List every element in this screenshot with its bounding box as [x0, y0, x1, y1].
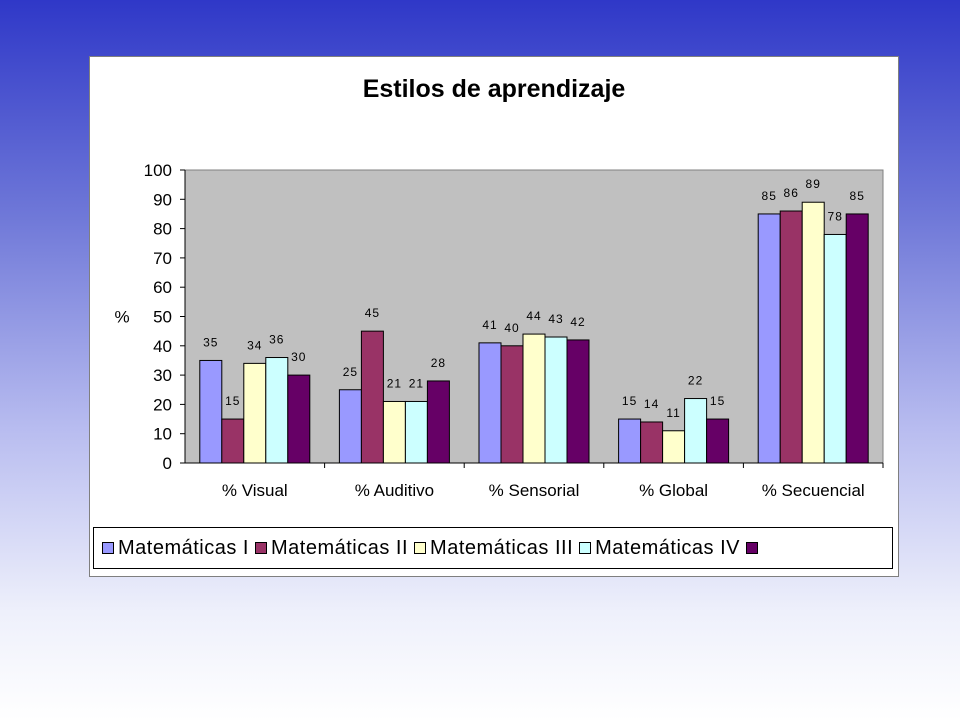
bar — [338, 389, 362, 464]
legend-item: Matemáticas IV — [579, 537, 740, 560]
bar — [522, 333, 546, 464]
legend: Matemáticas I Matemáticas II Matemáticas I… — [93, 527, 893, 569]
legend-swatch — [102, 542, 114, 554]
chart-title: Estilos de aprendizaje — [362, 75, 626, 103]
y-tick-label: 50 — [153, 308, 172, 327]
legend-item: Matemáticas II — [254, 536, 409, 560]
bar — [684, 398, 708, 464]
data-label: 40 — [504, 321, 519, 335]
data-label: 42 — [570, 315, 585, 329]
data-label: 85 — [850, 189, 865, 203]
y-axis-label: % — [114, 308, 129, 327]
bar — [823, 233, 847, 464]
bar — [544, 336, 568, 464]
bar — [426, 380, 450, 464]
bar — [500, 345, 524, 464]
data-label: 89 — [806, 177, 821, 191]
y-tick-label: 100 — [144, 161, 172, 180]
data-label: 35 — [203, 335, 218, 349]
data-label: 85 — [762, 189, 777, 203]
data-label: 86 — [784, 186, 799, 200]
bar — [779, 210, 803, 464]
bar — [618, 418, 642, 464]
data-label: 28 — [431, 356, 446, 370]
y-tick-label: 80 — [153, 220, 172, 239]
y-tick-label: 90 — [153, 190, 172, 209]
bar — [566, 339, 590, 464]
y-tick-label: 40 — [153, 337, 172, 356]
x-category-label: % Sensorial — [489, 481, 580, 500]
bar — [221, 418, 245, 464]
data-label: 11 — [666, 406, 680, 420]
legend-label: Matemáticas II — [270, 536, 409, 559]
legend-label: Matemáticas III — [430, 536, 574, 559]
legend-item — [745, 542, 762, 554]
data-label: 15 — [710, 394, 725, 408]
y-tick-label: 0 — [163, 454, 172, 473]
data-label: 21 — [387, 376, 402, 390]
y-tick-label: 30 — [153, 366, 172, 385]
x-category-label: % Visual — [222, 481, 288, 500]
data-label: 22 — [688, 374, 703, 388]
data-label: 21 — [409, 376, 424, 390]
bar — [243, 362, 267, 464]
legend-label: Matemáticas I — [118, 536, 249, 559]
bar-chart: 0 10 20 30 40 50 60 70 80 90 100% % Visual 35 15 34 36 3… — [114, 161, 884, 500]
data-label: 15 — [225, 394, 240, 408]
y-tick-label: 10 — [153, 425, 172, 444]
legend-label: Matemáticas IV — [595, 536, 740, 559]
data-label: 15 — [622, 394, 637, 408]
data-label: 34 — [247, 338, 262, 352]
bar — [478, 342, 502, 464]
legend-swatch — [254, 542, 267, 554]
x-category-label: % Auditivo — [355, 481, 434, 500]
data-label: 44 — [526, 309, 541, 323]
data-label: 30 — [291, 350, 306, 364]
data-label: 78 — [828, 209, 843, 223]
legend-swatch — [745, 542, 758, 554]
data-label: 41 — [482, 318, 497, 332]
data-label: 36 — [269, 333, 284, 347]
bar — [287, 374, 311, 464]
bar — [706, 418, 730, 464]
bar — [382, 400, 406, 464]
legend-item: Matemáticas I — [102, 537, 249, 560]
y-tick-label: 20 — [153, 395, 172, 414]
bar — [757, 213, 781, 464]
data-label: 14 — [644, 397, 659, 411]
x-category-label: % Global — [639, 481, 708, 500]
chart-frame: Estilos de aprendizaje 0 10 20 30 40 50 60 70 80… — [89, 56, 899, 577]
data-label: 25 — [343, 365, 358, 379]
bar — [662, 430, 686, 464]
legend-item: Matemáticas III — [414, 537, 573, 560]
bar — [199, 359, 223, 464]
legend-swatch — [414, 542, 427, 554]
data-label: 45 — [365, 306, 380, 320]
legend-swatch — [579, 542, 592, 554]
bar — [845, 213, 869, 464]
bar — [801, 201, 825, 464]
y-tick-label: 60 — [153, 278, 172, 297]
x-category-label: % Secuencial — [762, 481, 865, 500]
data-label: 43 — [548, 312, 563, 326]
bar — [360, 330, 384, 464]
bar — [404, 400, 428, 464]
y-tick-label: 70 — [153, 249, 172, 268]
bar — [640, 421, 664, 464]
bar — [265, 357, 289, 464]
